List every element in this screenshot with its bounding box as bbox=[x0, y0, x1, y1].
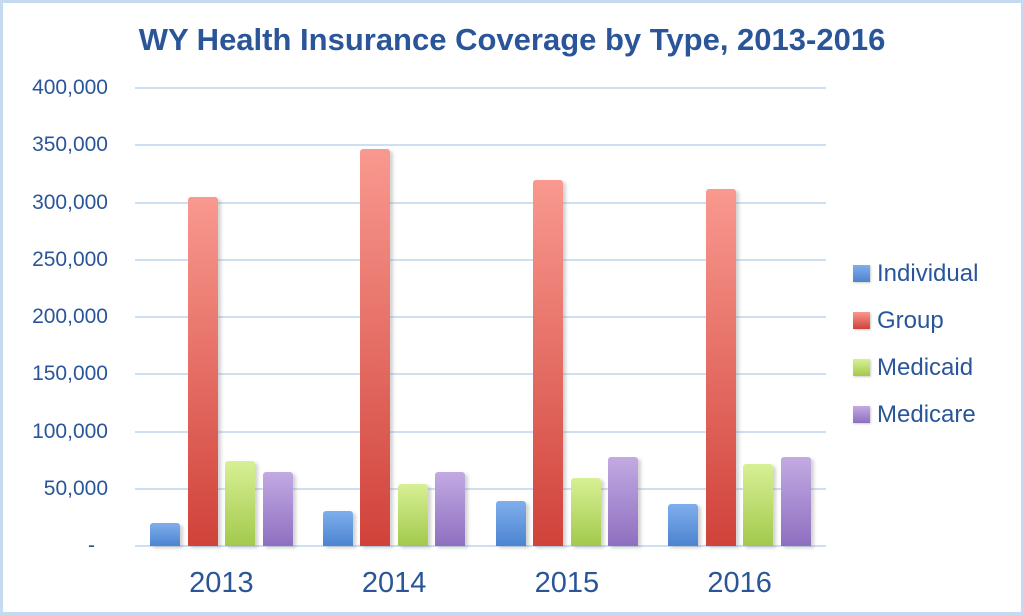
gridline bbox=[135, 87, 826, 89]
legend-item-medicaid: Medicaid bbox=[853, 344, 978, 391]
plot-area bbox=[135, 87, 826, 547]
gridline bbox=[135, 487, 826, 490]
legend-swatch-medicare-icon bbox=[853, 406, 870, 423]
bar-individual-2015 bbox=[495, 501, 526, 546]
legend-label: Group bbox=[877, 306, 944, 334]
bar-medicare-2016 bbox=[780, 456, 811, 546]
y-tick-label: - bbox=[88, 534, 95, 557]
y-tick-label: 150,000 bbox=[32, 362, 108, 386]
gridline bbox=[135, 373, 826, 376]
legend: Individual Group Medicaid Medicare bbox=[853, 250, 978, 438]
bar-group-2015 bbox=[533, 179, 564, 546]
legend-swatch-group-icon bbox=[853, 312, 870, 329]
gridline bbox=[135, 258, 826, 261]
y-tick-label: 200,000 bbox=[32, 305, 108, 328]
x-tick-label-2014: 2014 bbox=[361, 567, 427, 599]
legend-label: Individual bbox=[877, 259, 979, 287]
bar-medicare-2014 bbox=[435, 471, 466, 546]
bar-group-2014 bbox=[360, 148, 391, 546]
bar-medicaid-2013 bbox=[225, 461, 256, 546]
x-tick-label-2015: 2015 bbox=[534, 567, 600, 599]
bar-individual-2014 bbox=[322, 510, 353, 546]
gridline bbox=[135, 201, 826, 204]
legend-swatch-medicaid-icon bbox=[853, 359, 870, 376]
legend-label: Medicare bbox=[877, 400, 976, 428]
x-tick-label-2016: 2016 bbox=[707, 567, 772, 599]
chart-title: WY Health Insurance Coverage by Type, 20… bbox=[138, 22, 886, 57]
y-tick-label: 50,000 bbox=[43, 476, 108, 500]
legend-label: Medicaid bbox=[877, 353, 974, 381]
gridline bbox=[135, 430, 826, 433]
legend-item-individual: Individual bbox=[853, 250, 978, 297]
x-tick-label-2013: 2013 bbox=[189, 567, 254, 599]
y-tick-label: 100,000 bbox=[32, 419, 108, 443]
y-tick-label: 250,000 bbox=[32, 247, 108, 271]
bar-medicaid-2015 bbox=[570, 478, 601, 546]
bar-medicare-2013 bbox=[262, 471, 293, 546]
legend-item-medicare: Medicare bbox=[853, 391, 978, 438]
bar-group-2016 bbox=[705, 188, 736, 546]
bar-medicaid-2016 bbox=[743, 463, 774, 546]
bar-group-2013 bbox=[187, 196, 218, 546]
y-tick-label: 300,000 bbox=[32, 190, 108, 214]
gridline bbox=[135, 316, 826, 318]
legend-item-group: Group bbox=[853, 297, 978, 344]
y-tick-label: 350,000 bbox=[32, 133, 108, 157]
gridline bbox=[135, 545, 826, 547]
legend-swatch-individual-icon bbox=[853, 265, 870, 282]
gridline bbox=[135, 144, 826, 147]
y-tick-label: 400,000 bbox=[32, 76, 108, 99]
bar-individual-2013 bbox=[150, 523, 181, 546]
bar-medicaid-2014 bbox=[397, 484, 428, 546]
bar-individual-2016 bbox=[668, 503, 699, 546]
bar-medicare-2015 bbox=[608, 456, 639, 546]
